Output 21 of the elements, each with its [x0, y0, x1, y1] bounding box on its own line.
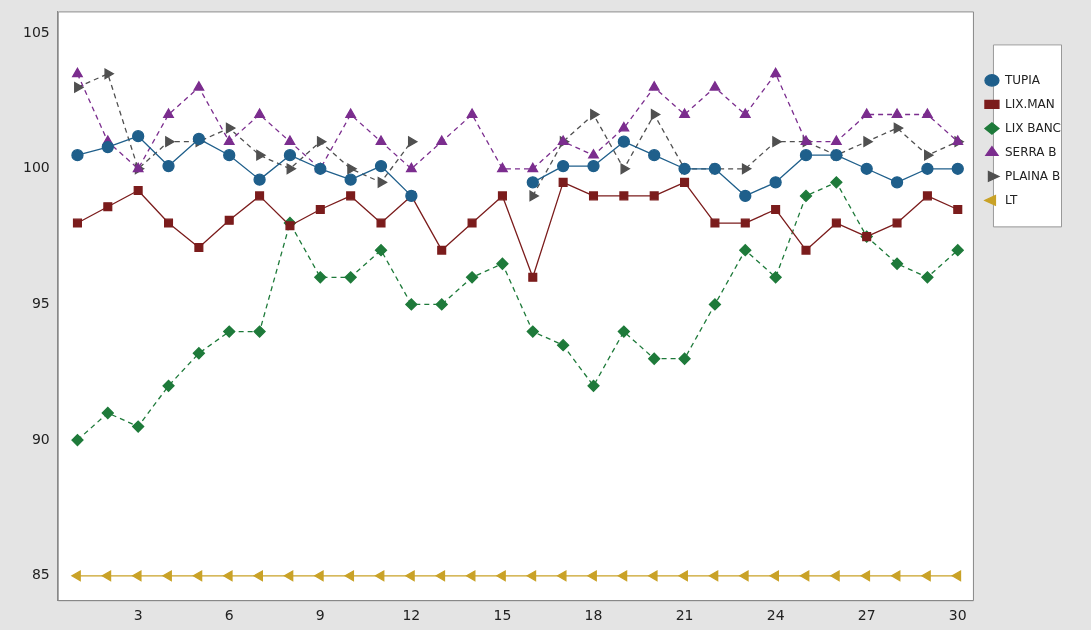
legend-label: LT [1004, 192, 1018, 207]
x-tick-label: 12 [402, 607, 421, 624]
x-tick-label: 9 [315, 607, 325, 624]
y-tick-label: 90 [31, 430, 50, 447]
legend-label: SERRA B [1004, 144, 1057, 159]
legend-label: LIX.MAN [1004, 96, 1055, 111]
legend-label: PLAINA B [1004, 168, 1061, 183]
legend-label: LIX BANC [1004, 120, 1062, 135]
y-tick-label: 85 [31, 566, 50, 583]
x-tick-label: 21 [675, 607, 694, 624]
legend-label: TUPIA [1003, 72, 1041, 87]
y-tick-label: 100 [22, 159, 50, 176]
x-tick-label: 3 [133, 607, 143, 624]
x-tick-label: 15 [493, 607, 512, 624]
x-tick-label: 30 [948, 607, 967, 624]
x-tick-label: 24 [766, 607, 785, 624]
y-tick-label: 105 [22, 23, 50, 40]
y-tick-label: 95 [31, 295, 50, 312]
x-tick-label: 6 [224, 607, 234, 624]
x-tick-label: 18 [584, 607, 603, 624]
x-tick-label: 27 [857, 607, 876, 624]
